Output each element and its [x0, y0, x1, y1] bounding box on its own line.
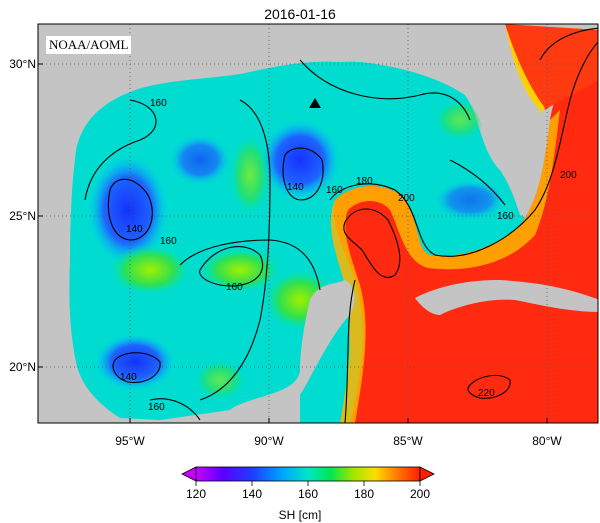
plot-frame: [37, 23, 599, 424]
colorbar: [181, 466, 435, 486]
colorbar-tick: 120: [185, 487, 207, 501]
colorbar-tick: 160: [297, 487, 319, 501]
cuba-land: [415, 280, 598, 315]
yucatan-land: [225, 280, 355, 423]
map-title: 2016-01-16: [264, 6, 336, 22]
eddy-west: [88, 155, 168, 265]
contour-label: 180: [356, 176, 373, 187]
lon-label: 80°W: [532, 434, 562, 448]
contour-label: 200: [398, 193, 415, 204]
contour-200: [343, 208, 401, 278]
contour-160-mid: [199, 99, 271, 401]
contour-140-west: [107, 178, 153, 241]
warm-edge-orange: [330, 110, 560, 423]
lat-label: 25°N: [9, 209, 36, 223]
contour-label: 200: [560, 170, 577, 181]
contour-label: 140: [126, 224, 143, 235]
contour-label: 160: [226, 282, 243, 293]
warm-water: [334, 36, 598, 423]
station-triangle-icon: [309, 98, 321, 108]
contour-label: 220: [478, 388, 495, 399]
lat-label: 30°N: [9, 57, 36, 71]
contour-label: 160: [326, 185, 343, 196]
lat-label: 20°N: [9, 360, 36, 374]
lon-label: 95°W: [115, 434, 145, 448]
colorbar-tick: 200: [409, 487, 431, 501]
contour-140-central: [282, 147, 324, 201]
lon-label: 85°W: [393, 434, 423, 448]
colorbar-tick: 180: [353, 487, 375, 501]
colorbar-title: SH [cm]: [278, 508, 322, 522]
contour-label: 160: [148, 402, 165, 413]
contour-label: 140: [120, 372, 137, 383]
credit-label: NOAA/AOML: [46, 36, 132, 54]
contour-label: 160: [497, 211, 514, 222]
contour-label: 160: [160, 236, 177, 247]
eddy-central: [260, 120, 340, 200]
eddy-south: [95, 334, 175, 390]
contour-160-west: [84, 99, 157, 201]
lon-label: 90°W: [254, 434, 284, 448]
colorbar-tick: 140: [241, 487, 263, 501]
contour-label: 140: [287, 182, 304, 193]
contour-label: 160: [150, 98, 167, 109]
